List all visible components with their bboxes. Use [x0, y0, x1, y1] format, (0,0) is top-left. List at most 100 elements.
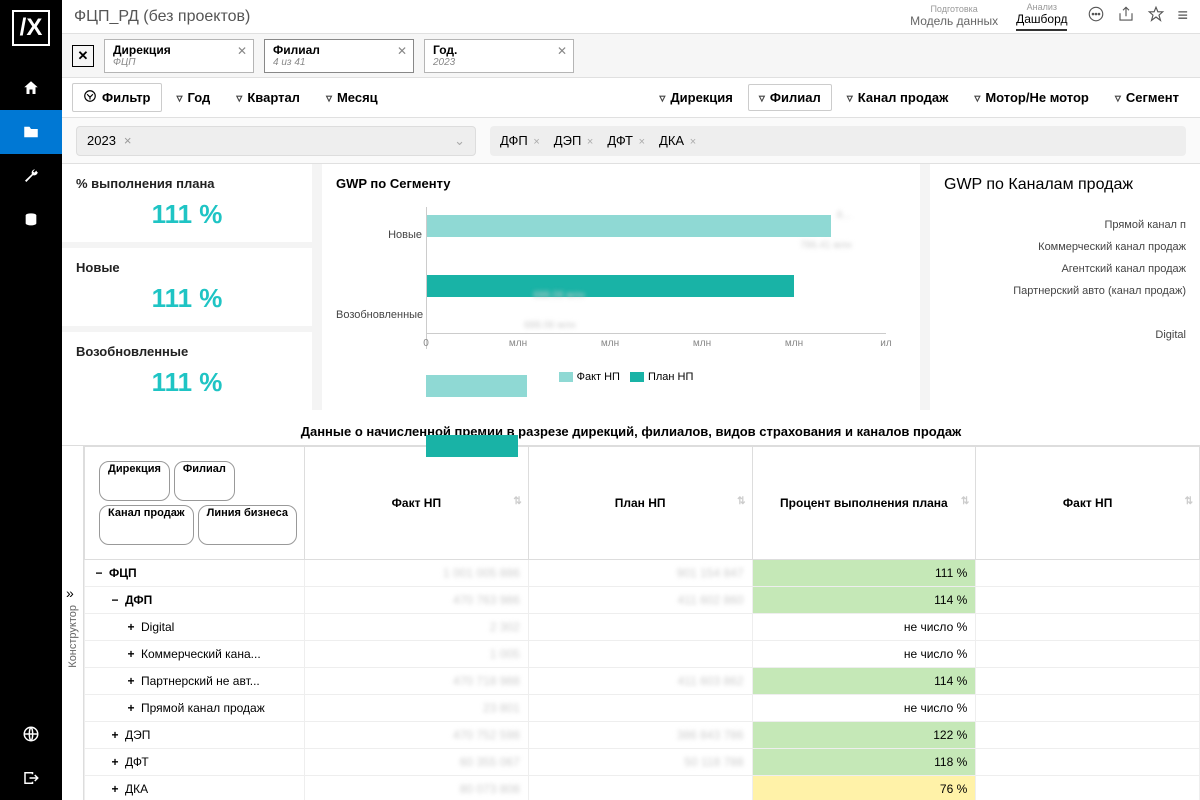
tab-group-label-prep: Подготовка	[930, 4, 977, 14]
filter-motor[interactable]: ▿Мотор/Не мотор	[963, 84, 1100, 111]
channel-item: Digital	[944, 324, 1186, 346]
tree-toggle-icon[interactable]: +	[125, 701, 137, 715]
cell-fact2	[976, 749, 1200, 776]
column-header[interactable]: Факт НП⇅	[305, 447, 529, 560]
sort-icon[interactable]: ⇅	[513, 496, 521, 507]
chat-icon[interactable]	[1087, 5, 1105, 28]
globe-icon[interactable]	[0, 712, 62, 756]
cell-plan: 411 603 862	[528, 668, 752, 695]
chart-tick: 0	[423, 338, 429, 349]
row-label[interactable]: +Прямой канал продаж	[85, 695, 305, 722]
sort-icon[interactable]: ⇅	[961, 496, 969, 507]
row-label[interactable]: −ФЦП	[85, 560, 305, 587]
cell-fact2	[976, 776, 1200, 800]
table-row: +Партнерский не авт...470 718 988411 603…	[85, 668, 1200, 695]
tree-toggle-icon[interactable]: +	[125, 620, 137, 634]
page-title: ФЦП_РД (без проектов)	[74, 8, 250, 26]
chart-x-axis: 0млнмлнмлнмлнил	[426, 333, 886, 349]
expand-icon[interactable]: »	[62, 581, 78, 605]
cell-pct: 122 %	[752, 722, 976, 749]
tab-data-model[interactable]: Модель данных	[910, 14, 998, 31]
tree-toggle-icon[interactable]: +	[125, 647, 137, 661]
tab-dashboard[interactable]: Дашборд	[1016, 12, 1067, 31]
cell-pct: 111 %	[752, 560, 976, 587]
segment-chart-title: GWP по Сегменту	[336, 176, 906, 191]
cell-fact: 60 355 067	[305, 749, 529, 776]
filter-button[interactable]: Фильтр	[72, 83, 162, 112]
column-header[interactable]: План НП⇅	[528, 447, 752, 560]
tree-toggle-icon[interactable]: −	[93, 566, 105, 580]
clear-year-icon[interactable]: ×	[124, 133, 132, 148]
tree-toggle-icon[interactable]: +	[109, 728, 121, 742]
sort-icon[interactable]: ⇅	[737, 496, 745, 507]
filter-month[interactable]: ▿Месяц	[315, 84, 389, 111]
share-icon[interactable]	[1117, 5, 1135, 28]
chip-close-icon[interactable]: ✕	[397, 44, 407, 58]
chart-bar[interactable]	[426, 215, 831, 237]
database-icon[interactable]	[0, 198, 62, 242]
filter-quarter[interactable]: ▿Квартал	[225, 84, 311, 111]
channel-item: Агентский канал продаж	[944, 258, 1186, 280]
cell-fact2	[976, 560, 1200, 587]
dimension-chip[interactable]: Канал продаж	[99, 505, 194, 545]
channel-item: Коммерческий канал продаж	[944, 236, 1186, 258]
filter-year[interactable]: ▿Год	[166, 84, 222, 111]
org-tags[interactable]: ДФП ×ДЭП ×ДФТ ×ДКА ×	[490, 126, 1186, 156]
menu-icon[interactable]: ≡	[1177, 5, 1188, 28]
filter-branch[interactable]: ▿Филиал	[748, 84, 832, 111]
filter-chip[interactable]: Дирекция ФЦП ✕	[104, 39, 254, 73]
column-header[interactable]: Процент выполнения плана⇅	[752, 447, 976, 560]
tree-toggle-icon[interactable]: +	[109, 755, 121, 769]
segment-chart-card: GWP по Сегменту Новые8...786.41 млнВозоб…	[322, 164, 920, 410]
tree-toggle-icon[interactable]: −	[109, 593, 121, 607]
column-header[interactable]: Факт НП⇅	[976, 447, 1200, 560]
close-filters-icon[interactable]: ✕	[72, 45, 94, 67]
main-area: ФЦП_РД (без проектов) Подготовка Модель …	[62, 0, 1200, 800]
row-label[interactable]: +Коммерческий кана...	[85, 641, 305, 668]
cell-fact2	[976, 587, 1200, 614]
tree-toggle-icon[interactable]: +	[109, 782, 121, 796]
chart-bar[interactable]	[426, 375, 527, 397]
chevron-down-icon: ⌄	[454, 133, 465, 149]
tag-remove-icon[interactable]: ×	[587, 136, 593, 148]
cell-pct: 76 %	[752, 776, 976, 800]
row-label[interactable]: +ДФТ	[85, 749, 305, 776]
legend-item[interactable]: Факт НП	[549, 371, 620, 383]
filter-direction[interactable]: ▿Дирекция	[648, 84, 744, 111]
star-icon[interactable]	[1147, 5, 1165, 28]
chip-close-icon[interactable]: ✕	[557, 44, 567, 58]
dimension-chip[interactable]: Дирекция	[99, 461, 170, 501]
row-label[interactable]: +ДЭП	[85, 722, 305, 749]
row-label[interactable]: +ДКА	[85, 776, 305, 800]
sort-icon[interactable]: ⇅	[1185, 496, 1193, 507]
chip-close-icon[interactable]: ✕	[237, 44, 247, 58]
filter-channel[interactable]: ▿Канал продаж	[836, 84, 960, 111]
chip-title: Год.	[433, 43, 565, 57]
filter-chip[interactable]: Филиал 4 из 41 ✕	[264, 39, 414, 73]
channel-item: Прямой канал п	[944, 214, 1186, 236]
dimension-chip[interactable]: Филиал	[174, 461, 235, 501]
tag-remove-icon[interactable]: ×	[533, 136, 539, 148]
year-select[interactable]: 2023 × ⌄	[76, 126, 476, 156]
tag-remove-icon[interactable]: ×	[690, 136, 696, 148]
filter-chip[interactable]: Год. 2023 ✕	[424, 39, 574, 73]
kpi-card: Новые 111 %	[62, 248, 312, 326]
row-label[interactable]: +Digital	[85, 614, 305, 641]
channel-item: Партнерский авто (канал продаж)	[944, 280, 1186, 302]
logout-icon[interactable]	[0, 756, 62, 800]
tag-remove-icon[interactable]: ×	[639, 136, 645, 148]
dimension-chip[interactable]: Линия бизнеса	[198, 505, 297, 545]
table-row: +Прямой канал продаж23 801не число %	[85, 695, 1200, 722]
wrench-icon[interactable]	[0, 154, 62, 198]
chipbar: ✕ Дирекция ФЦП ✕ Филиал 4 из 41 ✕ Год. 202…	[62, 34, 1200, 78]
kpi-label: Новые	[76, 260, 298, 275]
legend-item[interactable]: План НП	[620, 371, 693, 383]
home-icon[interactable]	[0, 66, 62, 110]
tree-toggle-icon[interactable]: +	[125, 674, 137, 688]
topbar: ФЦП_РД (без проектов) Подготовка Модель …	[62, 0, 1200, 34]
org-tag: ДФП ×	[500, 133, 540, 148]
folder-icon[interactable]	[0, 110, 62, 154]
row-label[interactable]: +Партнерский не авт...	[85, 668, 305, 695]
filter-segment[interactable]: ▿Сегмент	[1104, 84, 1190, 111]
row-label[interactable]: −ДФП	[85, 587, 305, 614]
